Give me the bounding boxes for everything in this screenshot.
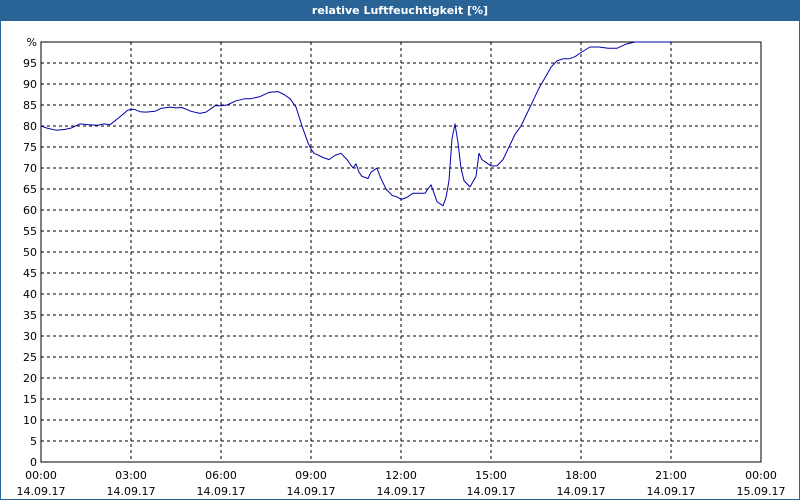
- x-tick-date-label: 14.09.17: [107, 485, 156, 498]
- x-tick-date-label: 14.09.17: [197, 485, 246, 498]
- y-tick-label: 5: [30, 435, 37, 448]
- x-tick-time-label: 00:00: [25, 469, 57, 482]
- x-tick-time-label: 15:00: [475, 469, 507, 482]
- y-tick-label: 20: [23, 372, 37, 385]
- humidity-series-line: [40, 41, 671, 207]
- y-tick-label: 90: [23, 78, 37, 91]
- tick-label-layer: 0 5 10 15 20 25 30 35 40 45 50 55 60 65 70 75 80 85 90 95% 0…: [17, 36, 786, 498]
- y-tick-label: 35: [23, 309, 37, 322]
- y-tick-label: 10: [23, 414, 37, 427]
- y-tick-label: 30: [23, 330, 37, 343]
- y-tick-label: 60: [23, 204, 37, 217]
- x-tick-time-label: 18:00: [565, 469, 597, 482]
- x-tick-time-label: 06:00: [205, 469, 237, 482]
- x-tick-date-label: 14.09.17: [287, 485, 336, 498]
- plot-border: [40, 41, 762, 463]
- y-tick-label: 15: [23, 393, 37, 406]
- y-tick-label: 95: [23, 57, 37, 70]
- x-tick-date-label: 14.09.17: [467, 485, 516, 498]
- series-layer: [40, 41, 671, 207]
- y-tick-label: 80: [23, 120, 37, 133]
- x-tick-time-label: 03:00: [115, 469, 147, 482]
- y-tick-label: 55: [23, 225, 37, 238]
- axis-layer: [40, 41, 762, 463]
- y-tick-label: 40: [23, 288, 37, 301]
- y-tick-label: 0: [30, 456, 37, 469]
- grid-layer: [41, 42, 761, 462]
- y-axis-unit-label: %: [27, 36, 37, 49]
- y-tick-label: 45: [23, 267, 37, 280]
- x-tick-date-label: 14.09.17: [647, 485, 696, 498]
- x-tick-date-label: 14.09.17: [377, 485, 426, 498]
- x-tick-time-label: 12:00: [385, 469, 417, 482]
- x-tick-date-label: 15.09.17: [737, 485, 786, 498]
- x-tick-date-label: 14.09.17: [17, 485, 66, 498]
- x-tick-date-label: 14.09.17: [557, 485, 606, 498]
- y-tick-label: 75: [23, 141, 37, 154]
- chart-title: relative Luftfeuchtigkeit [%]: [1, 1, 799, 21]
- y-tick-label: 25: [23, 351, 37, 364]
- x-tick-time-label: 21:00: [655, 469, 687, 482]
- y-tick-label: 50: [23, 246, 37, 259]
- y-tick-label: 85: [23, 99, 37, 112]
- y-tick-label: 70: [23, 162, 37, 175]
- y-tick-label: 65: [23, 183, 37, 196]
- x-tick-time-label: 09:00: [295, 469, 327, 482]
- x-tick-time-label: 00:00: [745, 469, 777, 482]
